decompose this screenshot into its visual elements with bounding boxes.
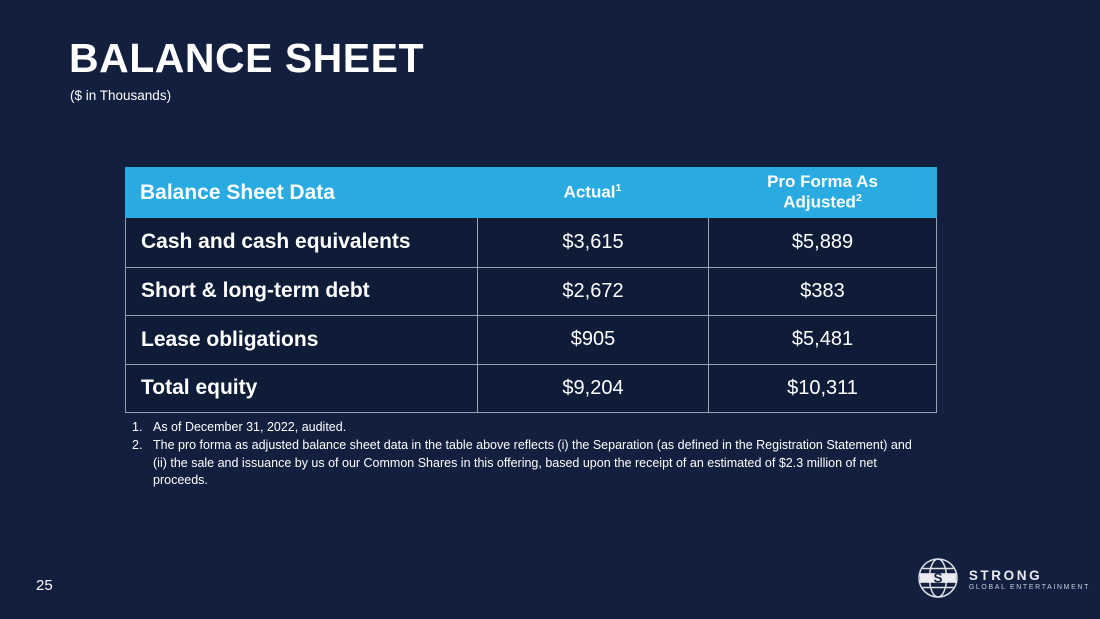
table-row: Lease obligations $905 $5,481 [126,315,936,364]
header-actual: Actual1 [477,182,708,203]
footnote-1: 1. As of December 31, 2022, audited. [132,419,926,437]
globe-s-icon: S [916,556,960,605]
row-proforma-value: $10,311 [708,364,936,412]
header-pro-forma: Pro Forma As Adjusted2 [708,172,937,213]
balance-sheet-table: Balance Sheet Data Actual1 Pro Forma As … [125,167,937,413]
row-proforma-value: $5,481 [708,316,936,364]
row-label: Cash and cash equivalents [141,230,411,254]
table-row: Cash and cash equivalents $3,615 $5,889 [126,218,936,267]
page-number: 25 [36,577,53,594]
header-pro-forma-label: Pro Forma As Adjusted [767,172,878,212]
footnote-2: 2. The pro forma as adjusted balance she… [132,437,926,490]
page-subtitle: ($ in Thousands) [70,88,172,103]
header-actual-footnote-ref: 1 [615,182,622,195]
table-row: Short & long-term debt $2,672 $383 [126,266,936,315]
company-logo: S STRONG GLOBAL ENTERTAINMENT [916,556,1090,605]
row-label: Lease obligations [141,327,319,351]
svg-text:S: S [933,570,942,585]
header-balance-sheet-data: Balance Sheet Data [140,180,335,204]
footnote-text: The pro forma as adjusted balance sheet … [153,437,912,488]
page-title: BALANCE SHEET [69,35,425,81]
row-proforma-value: $5,889 [708,218,936,267]
footnote-text: As of December 31, 2022, audited. [153,420,347,434]
footnotes: 1. As of December 31, 2022, audited. 2. … [132,419,926,490]
footnote-number: 1. [132,420,143,434]
table-row: Total equity $9,204 $10,311 [126,363,936,412]
header-actual-label: Actual [563,182,616,202]
row-proforma-value: $383 [708,267,936,315]
table-header-row: Balance Sheet Data Actual1 Pro Forma As … [125,167,937,218]
row-actual-value: $9,204 [477,364,708,412]
footnote-number: 2. [132,437,143,452]
row-actual-value: $3,615 [477,218,708,267]
row-actual-value: $905 [477,316,708,364]
row-label: Total equity [141,376,258,400]
logo-name: STRONG [968,567,1043,583]
logo-text: STRONG GLOBAL ENTERTAINMENT [969,569,1090,592]
row-label: Short & long-term debt [141,279,370,303]
table-body: Cash and cash equivalents $3,615 $5,889 … [125,218,937,413]
logo-tagline: GLOBAL ENTERTAINMENT [968,584,1090,592]
row-actual-value: $2,672 [477,267,708,315]
header-pro-forma-footnote-ref: 2 [855,192,862,205]
